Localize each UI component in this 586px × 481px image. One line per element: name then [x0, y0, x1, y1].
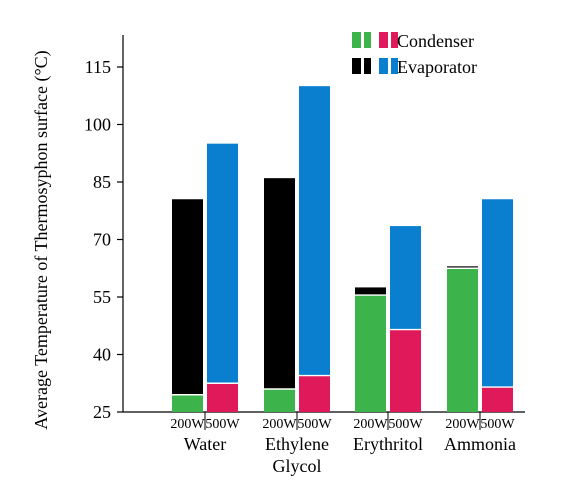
legend-swatch	[391, 58, 398, 74]
legend: Condenser Evaporator	[352, 31, 477, 77]
y-tick-label: 85	[93, 172, 111, 192]
bar-condenser	[447, 268, 478, 412]
bar-evaporator	[172, 199, 203, 412]
legend-swatch	[352, 32, 361, 48]
bar-condenser	[390, 329, 421, 412]
bar-sublabel: 500W	[480, 417, 515, 432]
legend-swatch	[391, 32, 398, 48]
y-tick-label: 25	[93, 402, 111, 422]
y-tick-label: 115	[85, 57, 111, 77]
bar-sublabel: 200W	[170, 417, 205, 432]
bar-condenser	[482, 387, 513, 412]
y-tick-label: 40	[93, 345, 111, 365]
group-label: Water	[184, 434, 227, 454]
y-tick-label: 70	[93, 230, 111, 250]
group-label: Ammonia	[444, 434, 516, 454]
bar-evaporator	[482, 199, 513, 412]
bar-sublabel: 200W	[262, 417, 297, 432]
bar-evaporator	[207, 143, 238, 412]
legend-swatch	[379, 32, 388, 48]
legend-label: Evaporator	[397, 57, 477, 77]
legend-swatch	[352, 58, 361, 74]
group-label: Glycol	[273, 456, 322, 476]
y-tick-label: 100	[84, 115, 111, 135]
bar-evaporator	[299, 86, 330, 413]
bar-condenser	[299, 375, 330, 412]
y-axis-label: Average Temperature of Thermosyphon surf…	[31, 50, 52, 429]
bar-condenser	[172, 394, 203, 412]
group-label: Erythritol	[353, 434, 423, 454]
bar-condenser	[264, 389, 295, 412]
bars	[172, 86, 513, 413]
bar-sublabel: 200W	[353, 417, 388, 432]
group-label: Ethylene	[265, 434, 329, 454]
legend-label: Condenser	[397, 31, 474, 51]
bar-condenser	[355, 295, 386, 412]
bar-condenser	[207, 383, 238, 412]
bar-sublabel: 200W	[445, 417, 480, 432]
y-tick-label: 55	[93, 287, 111, 307]
bar-sublabel: 500W	[388, 417, 423, 432]
legend-swatch	[364, 32, 371, 48]
y-ticks: 25 40 55 70 85 100 115	[84, 57, 123, 422]
bar-sublabel: 500W	[297, 417, 332, 432]
legend-swatch	[379, 58, 388, 74]
legend-swatch	[364, 58, 371, 74]
bar-sublabel: 500W	[205, 417, 240, 432]
bar-evaporator	[264, 178, 295, 412]
